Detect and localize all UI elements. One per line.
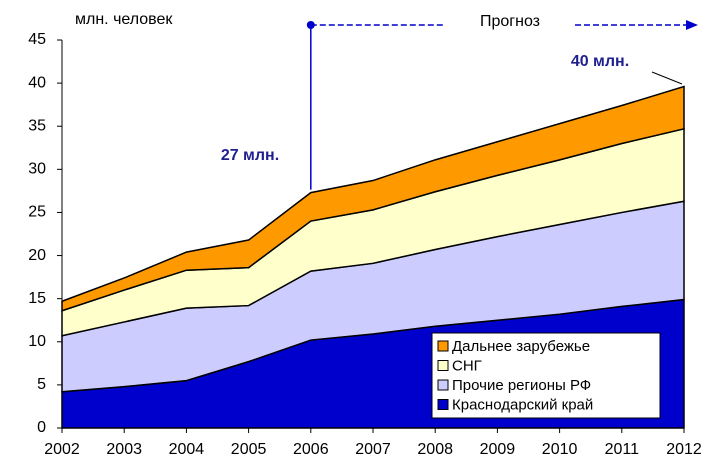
y-tick-label: 15 xyxy=(28,290,46,307)
arrowhead xyxy=(686,20,698,30)
legend-box xyxy=(431,332,661,419)
x-tick-label: 2012 xyxy=(666,441,702,458)
y-tick-label: 10 xyxy=(28,333,46,350)
legend-label: СНГ xyxy=(452,357,482,374)
y-tick-label: 25 xyxy=(28,204,46,221)
annotation: 40 млн. xyxy=(571,53,629,70)
area xyxy=(61,85,685,312)
x-tick-label: 2010 xyxy=(542,441,578,458)
y-tick-label: 5 xyxy=(37,376,46,393)
y-tick-label: 0 xyxy=(37,419,46,436)
x-tick-label: 2007 xyxy=(355,441,391,458)
y-tick-label: 40 xyxy=(28,74,46,91)
x-tick-label: 2003 xyxy=(106,441,142,458)
y-axis-label: млн. человек xyxy=(75,11,173,28)
x-tick-label: 2008 xyxy=(417,441,453,458)
legend-swatch xyxy=(437,360,449,371)
legend-label: Краснодарский край xyxy=(452,396,593,413)
y-tick-label: 45 xyxy=(28,31,46,48)
legend-swatch xyxy=(437,340,449,352)
legend-swatch xyxy=(437,379,449,391)
y-tick-label: 35 xyxy=(28,117,46,134)
legend-swatch xyxy=(437,399,449,410)
x-tick-label: 2005 xyxy=(231,441,267,458)
forecast-label: Прогноз xyxy=(480,13,540,30)
x-tick-label: 2011 xyxy=(605,441,640,458)
legend-label: Прочие регионы РФ xyxy=(452,377,591,394)
annotation-line xyxy=(651,71,683,85)
legend-label: Дальнее зарубежье xyxy=(452,338,590,355)
y-tick-label: 30 xyxy=(28,161,46,178)
x-tick-label: 2009 xyxy=(480,441,516,458)
annotation: 27 млн. xyxy=(221,147,279,164)
y-tick-label: 20 xyxy=(28,247,46,264)
x-tick-label: 2004 xyxy=(169,441,205,458)
x-tick-label: 2002 xyxy=(44,441,80,458)
x-tick-label: 2006 xyxy=(293,441,329,458)
